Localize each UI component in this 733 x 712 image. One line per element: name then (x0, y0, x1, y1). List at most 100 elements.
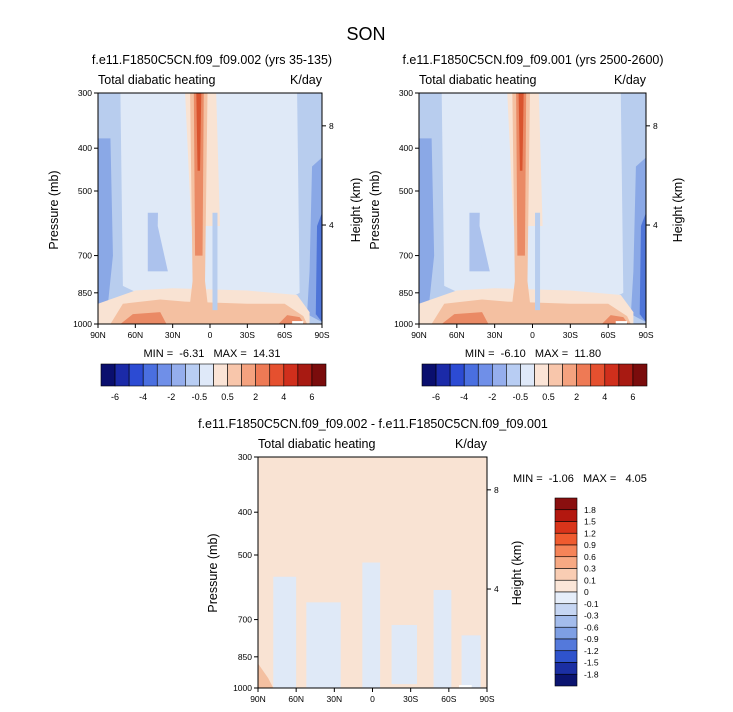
y-axis-label: Pressure (mb) (206, 533, 220, 612)
colorbar-swatch (554, 638, 578, 652)
contour-region (273, 576, 297, 688)
x-tick-label: 60S (277, 330, 292, 340)
missing-data (459, 685, 472, 688)
x-tick-label: 30S (563, 330, 578, 340)
x-tick-label: 30N (327, 694, 343, 704)
contour-region (315, 212, 322, 323)
y-tick-label: 850 (78, 288, 92, 298)
contour-region (98, 138, 113, 315)
contour-region (120, 312, 167, 324)
min-max-stats: MIN = -6.10 MAX = 11.80 (465, 348, 601, 360)
contour-field (98, 93, 322, 324)
units-label: K/day (614, 73, 647, 87)
colorbar-swatch (241, 363, 256, 387)
panel-difference: f.e11.F1850C5CN.f09_f09.002 - f.e11.F185… (198, 417, 647, 704)
colorbar-swatch (554, 673, 578, 687)
contour-region (362, 562, 381, 688)
x-tick-label: 30S (403, 694, 418, 704)
colorbar-swatch (554, 603, 578, 616)
colorbar-swatch (554, 556, 578, 569)
x-tick-label: 90N (411, 330, 427, 340)
colorbar: 1.8 1.51.2 0.9 0.6 0.30.1 0 -0.1 -0.3-0.6 -0.9 -1… (554, 497, 599, 687)
contour-region (639, 212, 646, 323)
colorbar-swatch (554, 591, 578, 605)
contour-region (193, 93, 204, 256)
contour-region (419, 138, 435, 315)
colorbar-label: 6 (630, 392, 635, 402)
y-tick-label: 400 (399, 143, 413, 153)
colorbar: -6 -4 -2 -0.5 0.5 2 4 6 (421, 363, 648, 402)
colorbar-swatch (604, 363, 620, 387)
contour-region (306, 602, 341, 688)
colorbar-swatch (562, 363, 577, 387)
missing-data (615, 321, 628, 324)
colorbar-swatch (534, 363, 549, 387)
colorbar-label: -4 (460, 392, 468, 402)
y-right-tick-label: 8 (329, 121, 334, 131)
colorbar-label: 4 (602, 392, 607, 402)
y-tick-label: 850 (238, 652, 252, 662)
colorbar-label: 6 (309, 392, 314, 402)
x-tick-label: 60N (449, 330, 465, 340)
colorbar-swatch (554, 532, 578, 546)
colorbar-label: -0.5 (513, 392, 529, 402)
colorbar-swatch (421, 363, 437, 387)
y-right-tick-label: 4 (329, 220, 334, 230)
y-tick-label: 700 (238, 615, 252, 625)
colorbar-label: 2 (574, 392, 579, 402)
contour-field (419, 93, 646, 324)
contour-region (212, 212, 218, 311)
colorbar-swatch (311, 363, 327, 387)
figure-title: SON (346, 24, 385, 44)
colorbar-label: -0.3 (584, 611, 599, 621)
colorbar-swatch (520, 363, 535, 387)
y-right-tick-label: 8 (494, 485, 499, 495)
panel-left: f.e11.F1850C5CN.f09_f09.002 (yrs 35-135)… (47, 53, 363, 402)
x-tick-label: 90S (638, 330, 653, 340)
x-tick-label: 0 (530, 330, 535, 340)
colorbar-swatch (554, 497, 578, 511)
contour-field (258, 457, 487, 688)
colorbar-label: -0.6 (584, 622, 599, 632)
panel-right: f.e11.F1850C5CN.f09_f09.001 (yrs 2500-26… (368, 53, 685, 402)
variable-label: Total diabatic heating (419, 73, 536, 87)
colorbar-swatch (554, 568, 578, 581)
y-tick-label: 1000 (233, 683, 252, 693)
colorbar-swatch (463, 363, 479, 387)
y-axis-right-label: Height (km) (671, 178, 685, 243)
colorbar-swatch (227, 363, 242, 387)
colorbar-swatch (554, 626, 578, 640)
colorbar-label: 0 (584, 587, 589, 597)
colorbar-swatch (554, 509, 578, 522)
contour-plot: 90N 60N 30N 0 30S 60S 90S 300 400 500 700 850 1000 8 4 (233, 452, 499, 704)
contour-plot: 90N 60N 30N 0 30S 60S 90S 300 400 500 700 850 1000 8 4 (73, 88, 334, 340)
x-tick-label: 90S (479, 694, 494, 704)
colorbar-swatch (548, 363, 563, 387)
colorbar-swatch (185, 363, 200, 387)
x-tick-label: 60N (128, 330, 144, 340)
colorbar-label: -1.5 (584, 658, 599, 668)
colorbar-label: 4 (281, 392, 286, 402)
colorbar-label: 2 (253, 392, 258, 402)
y-right-tick-label: 4 (653, 220, 658, 230)
colorbar-label: 0.6 (584, 552, 596, 562)
colorbar-swatch (100, 363, 116, 387)
y-tick-label: 500 (238, 550, 252, 560)
colorbar-swatch (554, 650, 578, 663)
colorbar-swatch (492, 363, 507, 387)
colorbar-label: 0.3 (584, 564, 596, 574)
colorbar-label: 1.8 (584, 505, 596, 515)
y-tick-label: 1000 (394, 319, 413, 329)
panel-title: f.e11.F1850C5CN.f09_f09.002 - f.e11.F185… (198, 417, 548, 431)
colorbar-label: 0.5 (542, 392, 555, 402)
colorbar-label: 1.2 (584, 528, 596, 538)
colorbar-swatch (554, 544, 578, 558)
panel-title: f.e11.F1850C5CN.f09_f09.001 (yrs 2500-26… (402, 53, 663, 67)
x-tick-label: 60S (441, 694, 456, 704)
y-axis-label: Pressure (mb) (47, 170, 61, 249)
colorbar-label: -0.9 (584, 634, 599, 644)
colorbar-swatch (449, 363, 465, 387)
colorbar-swatch (554, 579, 578, 593)
y-tick-label: 400 (238, 507, 252, 517)
x-tick-label: 60S (601, 330, 616, 340)
